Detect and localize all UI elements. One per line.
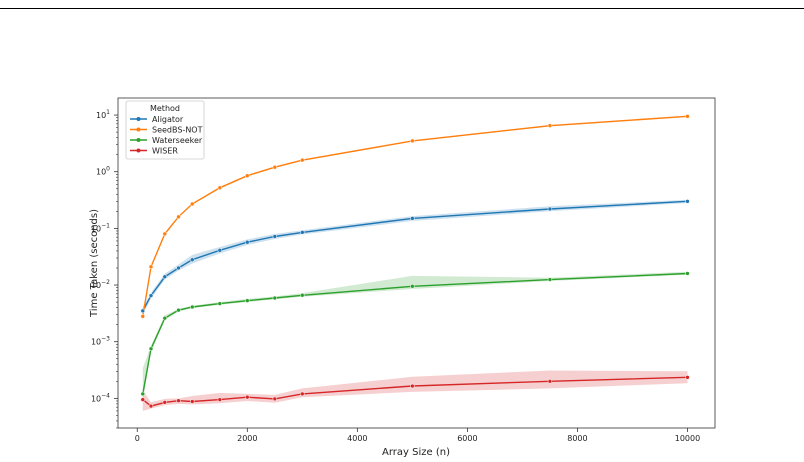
y-tick-label: 10−2 bbox=[91, 279, 110, 290]
aligator-point bbox=[162, 274, 168, 280]
seedbs-not-point bbox=[148, 264, 154, 270]
waterseeker-point bbox=[217, 301, 223, 306]
aligator-band bbox=[142, 199, 688, 315]
plot-frame bbox=[117, 97, 716, 429]
aligator-point bbox=[685, 199, 690, 204]
aligator-point bbox=[245, 239, 250, 245]
seedbs-not-point bbox=[300, 157, 305, 163]
series-lines bbox=[142, 115, 688, 407]
y-axis-label: Time Taken (seconds) bbox=[89, 209, 100, 318]
aligator-point bbox=[410, 216, 415, 221]
legend-label: SeedBS-NOT bbox=[152, 126, 203, 135]
seedbs-not-point bbox=[162, 231, 168, 237]
x-tick-label: 4000 bbox=[347, 434, 367, 443]
waterseeker-point bbox=[176, 307, 181, 313]
wiser-point bbox=[685, 375, 690, 380]
x-tick-label: 0 bbox=[135, 434, 140, 443]
y-axis: 10−4 10−3 10−2 10−1 100 101 bbox=[91, 109, 118, 429]
y-tick-label: 101 bbox=[96, 109, 110, 120]
wiser-point bbox=[140, 397, 146, 402]
legend-item-aligator: Aligator bbox=[130, 115, 184, 124]
waterseeker-point bbox=[272, 295, 278, 301]
aligator-point bbox=[190, 257, 195, 262]
wiser-point bbox=[300, 391, 305, 397]
x-tick-label: 2000 bbox=[237, 434, 257, 443]
aligator-line bbox=[142, 200, 688, 312]
waterseeker-point bbox=[685, 271, 690, 276]
x-axis: 0 2000 4000 6000 8000 10000 bbox=[135, 428, 700, 443]
legend-item-waterseeker: Waterseeker bbox=[130, 136, 203, 145]
aligator-point bbox=[217, 248, 223, 253]
seedbs-not-point bbox=[245, 173, 250, 178]
y-tick-label: 10−3 bbox=[91, 336, 110, 347]
waterseeker-point bbox=[547, 277, 553, 282]
waterseeker-point bbox=[140, 391, 146, 397]
wiser-band bbox=[142, 370, 688, 411]
top-rule bbox=[0, 8, 804, 9]
legend-item-seedbs-not: SeedBS-NOT bbox=[130, 126, 203, 135]
legend-marker bbox=[136, 148, 141, 153]
wiser-point bbox=[547, 379, 553, 384]
legend-label: Waterseeker bbox=[152, 136, 203, 145]
seedbs-not-point bbox=[217, 185, 223, 191]
waterseeker-point bbox=[245, 298, 250, 303]
y-tick-label: 10−1 bbox=[91, 222, 110, 233]
seedbs-not-point bbox=[685, 114, 690, 119]
seedbs-not-point bbox=[190, 201, 195, 207]
legend-title: Method bbox=[150, 104, 180, 113]
y-tick-label: 100 bbox=[96, 166, 110, 177]
seedbs-not-line bbox=[142, 115, 688, 317]
waterseeker-point bbox=[148, 346, 154, 352]
aligator-point bbox=[547, 206, 553, 212]
seedbs-not-point bbox=[410, 138, 415, 144]
wiser-point bbox=[245, 394, 250, 400]
waterseeker-point bbox=[162, 315, 168, 321]
wiser-point bbox=[217, 397, 223, 402]
x-axis-label: Array Size (n) bbox=[382, 447, 450, 458]
confidence-bands bbox=[142, 115, 688, 411]
waterseeker-point bbox=[190, 304, 195, 310]
x-tick-label: 8000 bbox=[567, 434, 587, 443]
seedbs-not-point bbox=[272, 164, 278, 170]
seedbs-not-point bbox=[140, 314, 146, 319]
wiser-point bbox=[162, 400, 168, 405]
aligator-point bbox=[148, 293, 154, 298]
legend-marker bbox=[136, 127, 141, 132]
legend-item-wiser: WISER bbox=[130, 147, 178, 156]
waterseeker-point bbox=[300, 293, 305, 298]
aligator-point bbox=[272, 234, 278, 239]
aligator-point bbox=[176, 265, 181, 271]
x-tick-label: 10000 bbox=[675, 434, 700, 443]
wiser-line bbox=[142, 376, 688, 407]
seedbs-not-point bbox=[547, 123, 553, 128]
aligator-point bbox=[140, 308, 146, 314]
y-tick-label: 10−4 bbox=[91, 392, 110, 403]
wiser-point bbox=[148, 403, 154, 409]
legend-marker bbox=[136, 138, 141, 142]
aligator-point bbox=[300, 230, 305, 235]
waterseeker-line bbox=[142, 272, 688, 395]
series-points bbox=[140, 114, 690, 409]
wiser-point bbox=[176, 398, 181, 403]
legend-label: Aligator bbox=[152, 115, 184, 124]
legend-marker bbox=[136, 117, 141, 121]
x-tick-label: 6000 bbox=[457, 434, 477, 443]
wiser-point bbox=[190, 399, 195, 404]
waterseeker-point bbox=[410, 284, 415, 289]
wiser-point bbox=[410, 383, 415, 389]
wiser-point bbox=[272, 396, 278, 402]
seedbs-not-point bbox=[176, 214, 181, 220]
legend-box bbox=[125, 100, 205, 160]
legend-label: WISER bbox=[152, 147, 178, 156]
